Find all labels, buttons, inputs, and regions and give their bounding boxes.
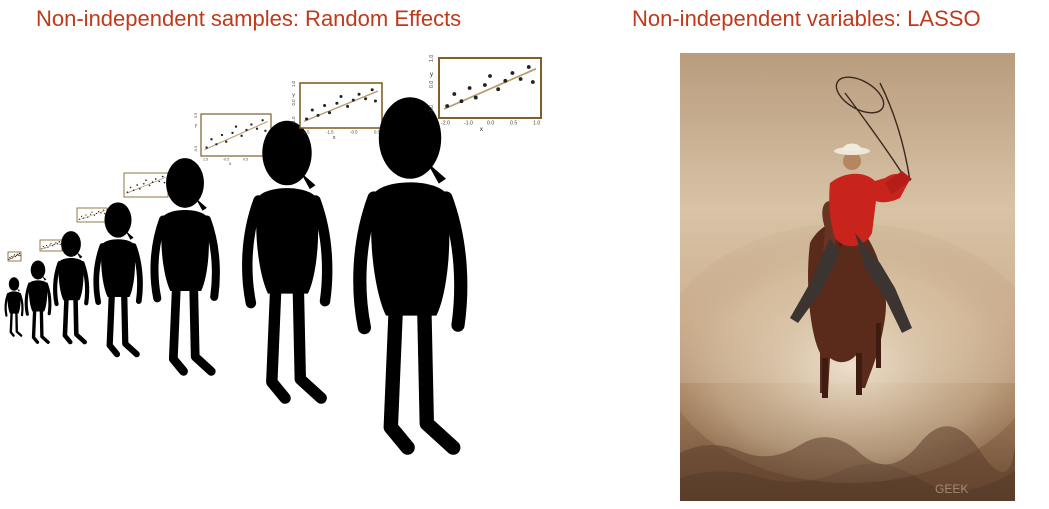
plot-x-tick: -2.0 [441, 121, 450, 127]
plot-y-tick: 0.5 [194, 113, 198, 118]
plot-y-label: y [195, 123, 198, 128]
scatterplot-thought [39, 239, 63, 252]
person-figure [93, 202, 143, 358]
plot-x-tick: -1.5 [326, 130, 334, 135]
person-figure [353, 97, 468, 455]
person-head [61, 231, 81, 257]
scatterplot-thought: y0.5-0.51.5-0.50.51.5x [194, 113, 272, 166]
person-figure [4, 277, 24, 337]
person-head [378, 97, 442, 179]
person-head [166, 158, 204, 208]
person-head [8, 277, 20, 291]
plot-y-tick: 1.0 [291, 80, 296, 87]
plot-x-tick: -1.0 [464, 121, 473, 127]
rider-shirt [829, 173, 908, 247]
person-torso [161, 210, 209, 292]
plot-y-label: y [292, 93, 295, 99]
cowboy-photo: GEEK [680, 53, 1015, 501]
right-title: Non-independent variables: LASSO [632, 6, 981, 31]
plot-x-tick: 0.0 [487, 121, 494, 127]
person-figure [150, 158, 220, 376]
people-figures: y0.5-0.51.5-0.50.51.5xy1.00.0-1.0-2.5-1.… [4, 55, 542, 455]
plot-x-tick: -2.5 [302, 130, 310, 135]
cowboy-scene: GEEK [680, 53, 1015, 501]
person-torso [28, 280, 48, 312]
plot-y-tick: 1.0 [429, 55, 435, 62]
plot-y-tick: -1.0 [429, 105, 435, 114]
plot-x-tick: 0.5 [510, 121, 517, 127]
plot-x-tick: 0.5 [374, 130, 381, 135]
scatterplot-thought [76, 207, 108, 223]
scatterplot-thought: y 1.0 0.0 -1.0 -2.5 -1.5 -0.5 0.5 x [291, 80, 383, 141]
person-head [30, 260, 46, 280]
plot-y-label: y [430, 71, 434, 78]
scatterplot-thought: y 1.0 0.0 -1.0 -2.0 -1.0 0.0 0.5 1.0 x [429, 55, 542, 133]
person-torso [7, 291, 21, 314]
person-head [262, 120, 312, 186]
plot-x-tick: -0.5 [223, 158, 229, 162]
plot-x-tick: 1.0 [533, 121, 540, 127]
person-figure [53, 231, 90, 345]
plot-x-tick: 1.5 [203, 158, 208, 162]
left-title: Non-independent samples: Random Effects [36, 6, 462, 31]
plot-x-tick: 0.5 [243, 158, 248, 162]
plot-y-tick: -1.0 [291, 116, 296, 124]
person-torso [371, 182, 450, 316]
plot-x-label: x [333, 135, 336, 141]
person-head [104, 202, 132, 238]
cowboy-on-horse-icon [790, 143, 912, 398]
plot-y-tick: -0.5 [194, 146, 198, 152]
plot-x-label: x [480, 126, 484, 133]
grass-texture [680, 426, 1015, 501]
scatterplot-thought [123, 172, 169, 198]
watermark-text: GEEK [935, 482, 968, 496]
person-figure [24, 260, 52, 344]
plot-y-tick: 0.0 [291, 99, 296, 106]
plot-x-tick: -0.5 [350, 130, 358, 135]
person-torso [101, 239, 136, 297]
random-effects-illustration: y0.5-0.51.5-0.50.51.5xy1.00.0-1.0-2.5-1.… [0, 48, 560, 509]
person-torso [256, 188, 319, 294]
person-torso [58, 258, 84, 301]
person-figure [242, 120, 333, 404]
plot-y-tick: 0.0 [429, 81, 435, 88]
scatterplot-thought [7, 251, 22, 262]
plot-x-label: x [229, 161, 232, 166]
